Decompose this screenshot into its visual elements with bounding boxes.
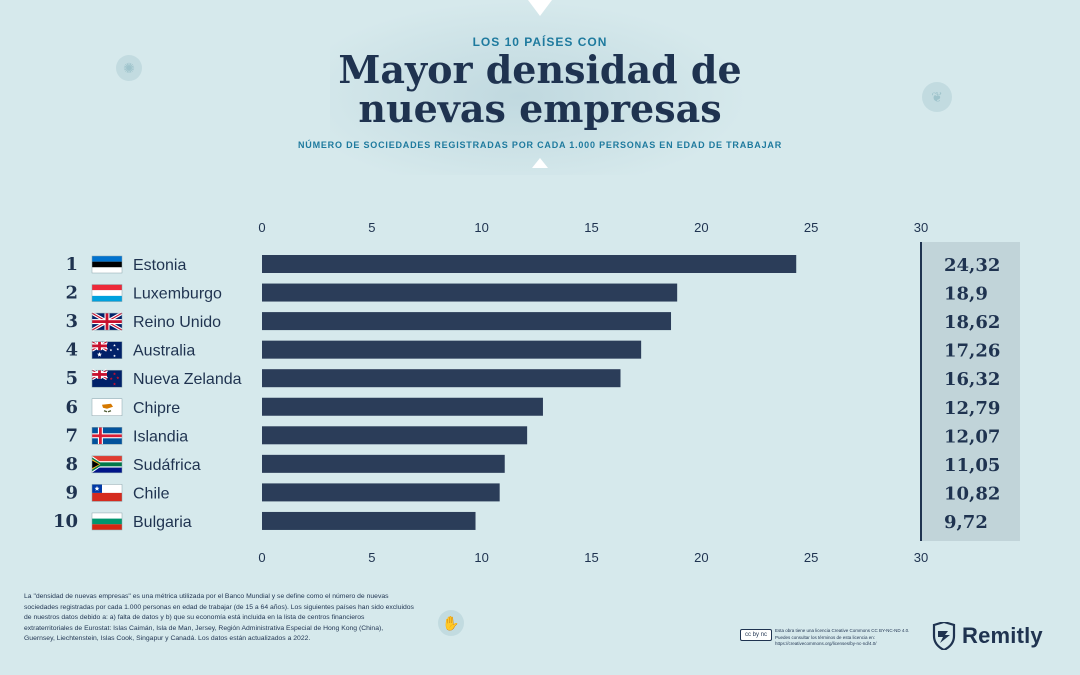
axis-tick-top-25: 25 <box>804 220 818 235</box>
brand-name: Remitly <box>962 623 1043 648</box>
value-label: 17,26 <box>944 341 1000 362</box>
country-label: Estonia <box>133 257 186 274</box>
axis-tick-top-0: 0 <box>258 220 265 235</box>
country-label: Chile <box>133 485 170 502</box>
chart-row-8: 8 Sudáfrica 11,05 <box>65 454 1000 476</box>
country-label: Australia <box>133 343 195 360</box>
south-africa-flag-icon <box>91 455 123 474</box>
axis-tick-top-5: 5 <box>368 220 375 235</box>
axis-tick-top-20: 20 <box>694 220 708 235</box>
bar-australia <box>262 340 642 359</box>
uk-flag-icon <box>91 311 123 332</box>
chart-subtitle: NÚMERO DE SOCIEDADES REGISTRADAS POR CAD… <box>297 140 783 150</box>
rank-label: 10 <box>53 511 78 532</box>
value-label: 10,82 <box>944 483 1000 504</box>
license-text: Esta obra tiene una licencia Creative Co… <box>775 628 925 648</box>
remitly-brand: Remitly <box>932 621 1043 651</box>
country-label: Reino Unido <box>133 314 221 331</box>
country-label: Chipre <box>133 400 180 417</box>
rank-label: 2 <box>65 283 78 304</box>
rank-label: 9 <box>65 482 78 503</box>
title-line-2: nuevas empresas <box>358 86 722 131</box>
chart-row-3: 3 Reino Unido 18,62 <box>65 311 1000 333</box>
bar-bulgaria <box>262 511 476 530</box>
chart-row-5: 5 Nueva Zelanda 16,32 <box>65 368 1000 390</box>
cyprus-flag-icon <box>91 398 123 416</box>
license-url[interactable]: https://creativecommons.org/licenses/by-… <box>775 641 877 646</box>
country-label: Bulgaria <box>133 514 192 531</box>
axis-tick-top-15: 15 <box>584 220 598 235</box>
rank-label: 7 <box>65 425 78 446</box>
bar-islandia <box>262 426 528 445</box>
country-label: Nueva Zelanda <box>133 371 242 388</box>
bar-nueva-zelanda <box>262 369 621 388</box>
bar-luxemburgo <box>262 283 678 302</box>
license-line-1: Esta obra tiene una licencia Creative Co… <box>775 628 910 633</box>
value-column-background <box>920 242 1020 541</box>
luxembourg-flag-icon <box>91 284 123 302</box>
license-line-2: Puedes consultar los términos de esta li… <box>775 634 876 640</box>
world-map-background <box>330 0 750 175</box>
value-label: 24,32 <box>944 255 1000 276</box>
estonia-flag-icon <box>91 255 123 274</box>
value-label: 18,9 <box>944 284 988 305</box>
rank-label: 6 <box>65 397 78 418</box>
value-label: 18,62 <box>944 312 1000 333</box>
country-label: Luxemburgo <box>133 286 222 303</box>
chart-row-10: 10 Bulgaria 9,72 <box>53 511 988 533</box>
value-label: 12,79 <box>944 398 1000 419</box>
bar-chile <box>262 483 500 502</box>
value-label: 12,07 <box>944 426 1000 447</box>
axis-tick-top-10: 10 <box>474 220 488 235</box>
australia-flag-icon <box>91 340 123 359</box>
handshake-icon: ✋ <box>438 610 464 636</box>
axis-tick-bottom-15: 15 <box>584 550 598 565</box>
title-kicker: LOS 10 PAÍSES CON <box>472 35 608 49</box>
chart-row-9: 9 Chile 10,82 <box>65 482 1000 504</box>
axis-tick-bottom-10: 10 <box>474 550 488 565</box>
axis-tick-bottom-30: 30 <box>914 550 928 565</box>
iceland-flag-icon <box>91 427 123 445</box>
axis-tick-bottom-20: 20 <box>694 550 708 565</box>
page-title: Mayor densidad de nuevas empresas <box>0 50 1080 128</box>
chart-row-2: 2 Luxemburgo 18,9 <box>65 283 987 305</box>
value-label: 9,72 <box>944 512 988 533</box>
bottom-axis-ticks: 0 5 10 15 20 25 30 <box>258 550 928 565</box>
new-zealand-flag-icon <box>91 368 123 388</box>
top-axis-ticks: 0 5 10 15 20 25 30 <box>258 220 928 235</box>
rank-label: 8 <box>65 454 78 475</box>
chart-rows: 1 Estonia 24,32 2 Luxemburgo 18,9 3 Reino Unido… <box>53 254 1000 533</box>
rank-label: 3 <box>65 311 78 332</box>
chart-row-7: 7 Islandia 12,07 <box>65 425 1000 447</box>
bar-sudáfrica <box>262 454 505 473</box>
value-label: 16,32 <box>944 369 1000 390</box>
rank-label: 4 <box>65 340 78 361</box>
rank-label: 5 <box>65 368 78 389</box>
country-label: Sudáfrica <box>133 457 201 474</box>
rank-label: 1 <box>65 254 78 275</box>
bar-estonia <box>262 255 797 273</box>
bar-chipre <box>262 397 543 416</box>
chile-flag-icon <box>91 484 123 502</box>
chart-row-6: 6 Chipre 12,79 <box>65 397 1000 419</box>
brain-icon: ❦ <box>922 82 952 112</box>
creative-commons-badge: cc by nc <box>740 629 772 641</box>
lightbulb-icon: ✺ <box>116 55 142 81</box>
chart-row-4: 4 Australia 17,26 <box>65 340 1000 362</box>
country-label: Islandia <box>133 428 188 445</box>
axis-tick-bottom-0: 0 <box>258 550 265 565</box>
top-notch-decoration <box>528 0 552 16</box>
bulgaria-flag-icon <box>91 512 123 531</box>
title-notch-decoration <box>532 158 548 168</box>
axis-tick-top-30: 30 <box>914 220 928 235</box>
bar-reino-unido <box>262 312 672 331</box>
remitly-shield-icon <box>932 622 956 650</box>
chart-row-1: 1 Estonia 24,32 <box>65 254 1000 276</box>
axis-tick-bottom-5: 5 <box>368 550 375 565</box>
value-label: 11,05 <box>944 455 1000 476</box>
title-line-1: Mayor densidad de <box>338 47 742 92</box>
axis-tick-bottom-25: 25 <box>804 550 818 565</box>
footnote: La "densidad de nuevas empresas" es una … <box>24 593 414 642</box>
